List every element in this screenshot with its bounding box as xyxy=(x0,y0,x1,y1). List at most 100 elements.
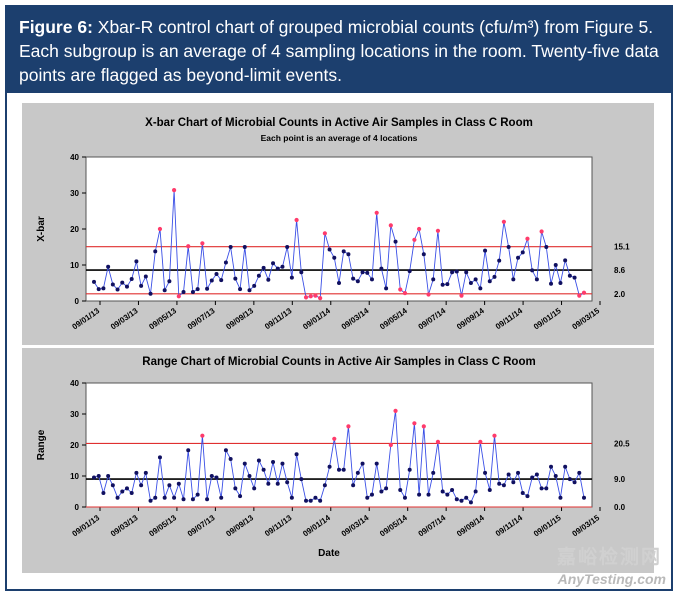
caption-text: Xbar-R control chart of grouped microbia… xyxy=(19,17,659,85)
range-data-point xyxy=(563,464,568,469)
xbar-data-point xyxy=(266,277,271,282)
xbar-data-point xyxy=(167,279,172,284)
range-data-point xyxy=(530,475,535,480)
range-data-point xyxy=(464,495,469,500)
range-data-point xyxy=(186,448,191,453)
range-x-axis-label: Date xyxy=(318,548,340,559)
xbar-data-point xyxy=(195,287,200,292)
panel-divider xyxy=(22,345,654,348)
range-data-point xyxy=(110,483,115,488)
range-data-point xyxy=(190,497,195,502)
xbar-flagged-point xyxy=(539,229,544,234)
range-data-point xyxy=(374,461,379,466)
xbar-data-point xyxy=(544,245,549,249)
xbar-x-tick-label: 09/07/13 xyxy=(186,306,217,332)
range-x-tick-label: 09/07/14 xyxy=(417,513,448,539)
range-data-point xyxy=(148,498,153,503)
range-data-point xyxy=(134,470,139,475)
xbar-chart-title: X-bar Chart of Microbial Counts in Activ… xyxy=(145,117,533,129)
range-y-tick-label: 40 xyxy=(70,379,79,388)
xbar-data-point xyxy=(563,258,568,263)
range-data-point xyxy=(351,483,356,488)
xbar-flagged-point xyxy=(501,219,507,224)
xbar-flagged-point xyxy=(322,231,327,236)
xbar-data-point xyxy=(384,286,389,291)
xbar-data-point xyxy=(299,270,304,275)
range-data-point xyxy=(506,472,511,477)
xbar-flagged-point xyxy=(303,295,309,300)
xbar-data-point xyxy=(92,279,96,284)
range-data-point xyxy=(242,461,247,466)
xbar-data-point xyxy=(190,290,195,294)
range-data-point xyxy=(172,495,177,500)
xbar-x-tick-label: 09/05/14 xyxy=(378,306,409,332)
range-data-point xyxy=(572,480,577,485)
xbar-flagged-point xyxy=(577,293,582,298)
range-y-axis-label: Range xyxy=(36,429,47,460)
xbar-data-point xyxy=(450,270,455,275)
xbar-data-point xyxy=(511,277,516,282)
range-data-point xyxy=(440,489,445,494)
xbar-data-point xyxy=(572,275,577,280)
xbar-data-point xyxy=(181,290,186,294)
xbar-flagged-point xyxy=(525,236,530,241)
range-data-point xyxy=(454,497,459,502)
range-data-point xyxy=(101,491,106,496)
xbar-data-point xyxy=(148,291,153,296)
xbar-flagged-point xyxy=(313,293,318,298)
xbar-data-point xyxy=(289,275,294,280)
range-data-point xyxy=(205,497,210,502)
range-x-tick-label: 09/05/13 xyxy=(147,513,178,539)
range-ucl-label: 20.5 xyxy=(614,439,630,448)
xbar-data-point xyxy=(454,269,459,274)
range-data-point xyxy=(398,487,403,492)
xbar-flagged-point xyxy=(318,296,323,301)
range-data-point xyxy=(402,495,407,500)
xbar-data-point xyxy=(115,287,120,292)
xbar-data-point xyxy=(365,270,370,275)
xbar-flagged-point xyxy=(157,226,163,232)
xbar-data-point xyxy=(209,278,214,283)
range-data-point xyxy=(365,495,370,500)
xbar-data-point xyxy=(549,281,554,286)
range-data-point xyxy=(407,467,412,472)
watermark-brand: AnyTesting.com xyxy=(557,571,666,587)
xbar-data-point xyxy=(139,283,144,288)
range-data-point xyxy=(233,486,238,491)
xbar-data-point xyxy=(233,276,238,281)
range-data-point xyxy=(280,461,285,466)
xbar-x-tick-label: 09/11/14 xyxy=(494,306,525,331)
xbar-flagged-point xyxy=(308,294,313,299)
range-data-point xyxy=(261,467,266,472)
xbar-x-tick-label: 09/01/14 xyxy=(301,306,332,332)
range-data-point xyxy=(553,474,558,478)
range-data-point xyxy=(459,498,464,503)
range-data-point xyxy=(209,474,214,478)
range-data-point xyxy=(247,474,252,478)
range-data-point xyxy=(157,455,162,460)
range-data-point xyxy=(96,474,101,478)
xbar-data-point xyxy=(124,284,129,289)
range-data-point xyxy=(92,475,96,480)
xbar-x-tick-label: 09/01/15 xyxy=(532,306,563,332)
xbar-y-tick-label: 40 xyxy=(70,153,79,162)
range-flagged-point xyxy=(412,421,417,426)
xbar-x-tick-label: 09/09/14 xyxy=(455,306,486,332)
xbar-data-point xyxy=(256,273,261,278)
xbar-data-point xyxy=(483,248,488,253)
xbar-data-point xyxy=(473,277,478,282)
figure-caption: Figure 6: Xbar-R control chart of groupe… xyxy=(7,7,671,93)
xbar-data-point xyxy=(379,266,384,271)
range-data-point xyxy=(176,481,181,486)
xbar-data-point xyxy=(120,280,125,285)
xbar-data-point xyxy=(468,281,473,285)
range-data-point xyxy=(360,461,365,466)
xbar-data-point xyxy=(101,286,106,291)
range-data-point xyxy=(539,486,544,491)
range-data-point xyxy=(238,494,243,499)
xbar-data-point xyxy=(219,278,224,283)
xbar-flagged-point xyxy=(374,210,379,215)
xbar-y-tick-label: 30 xyxy=(70,189,79,198)
range-x-tick-label: 09/03/14 xyxy=(340,513,371,539)
range-data-point xyxy=(304,498,309,503)
